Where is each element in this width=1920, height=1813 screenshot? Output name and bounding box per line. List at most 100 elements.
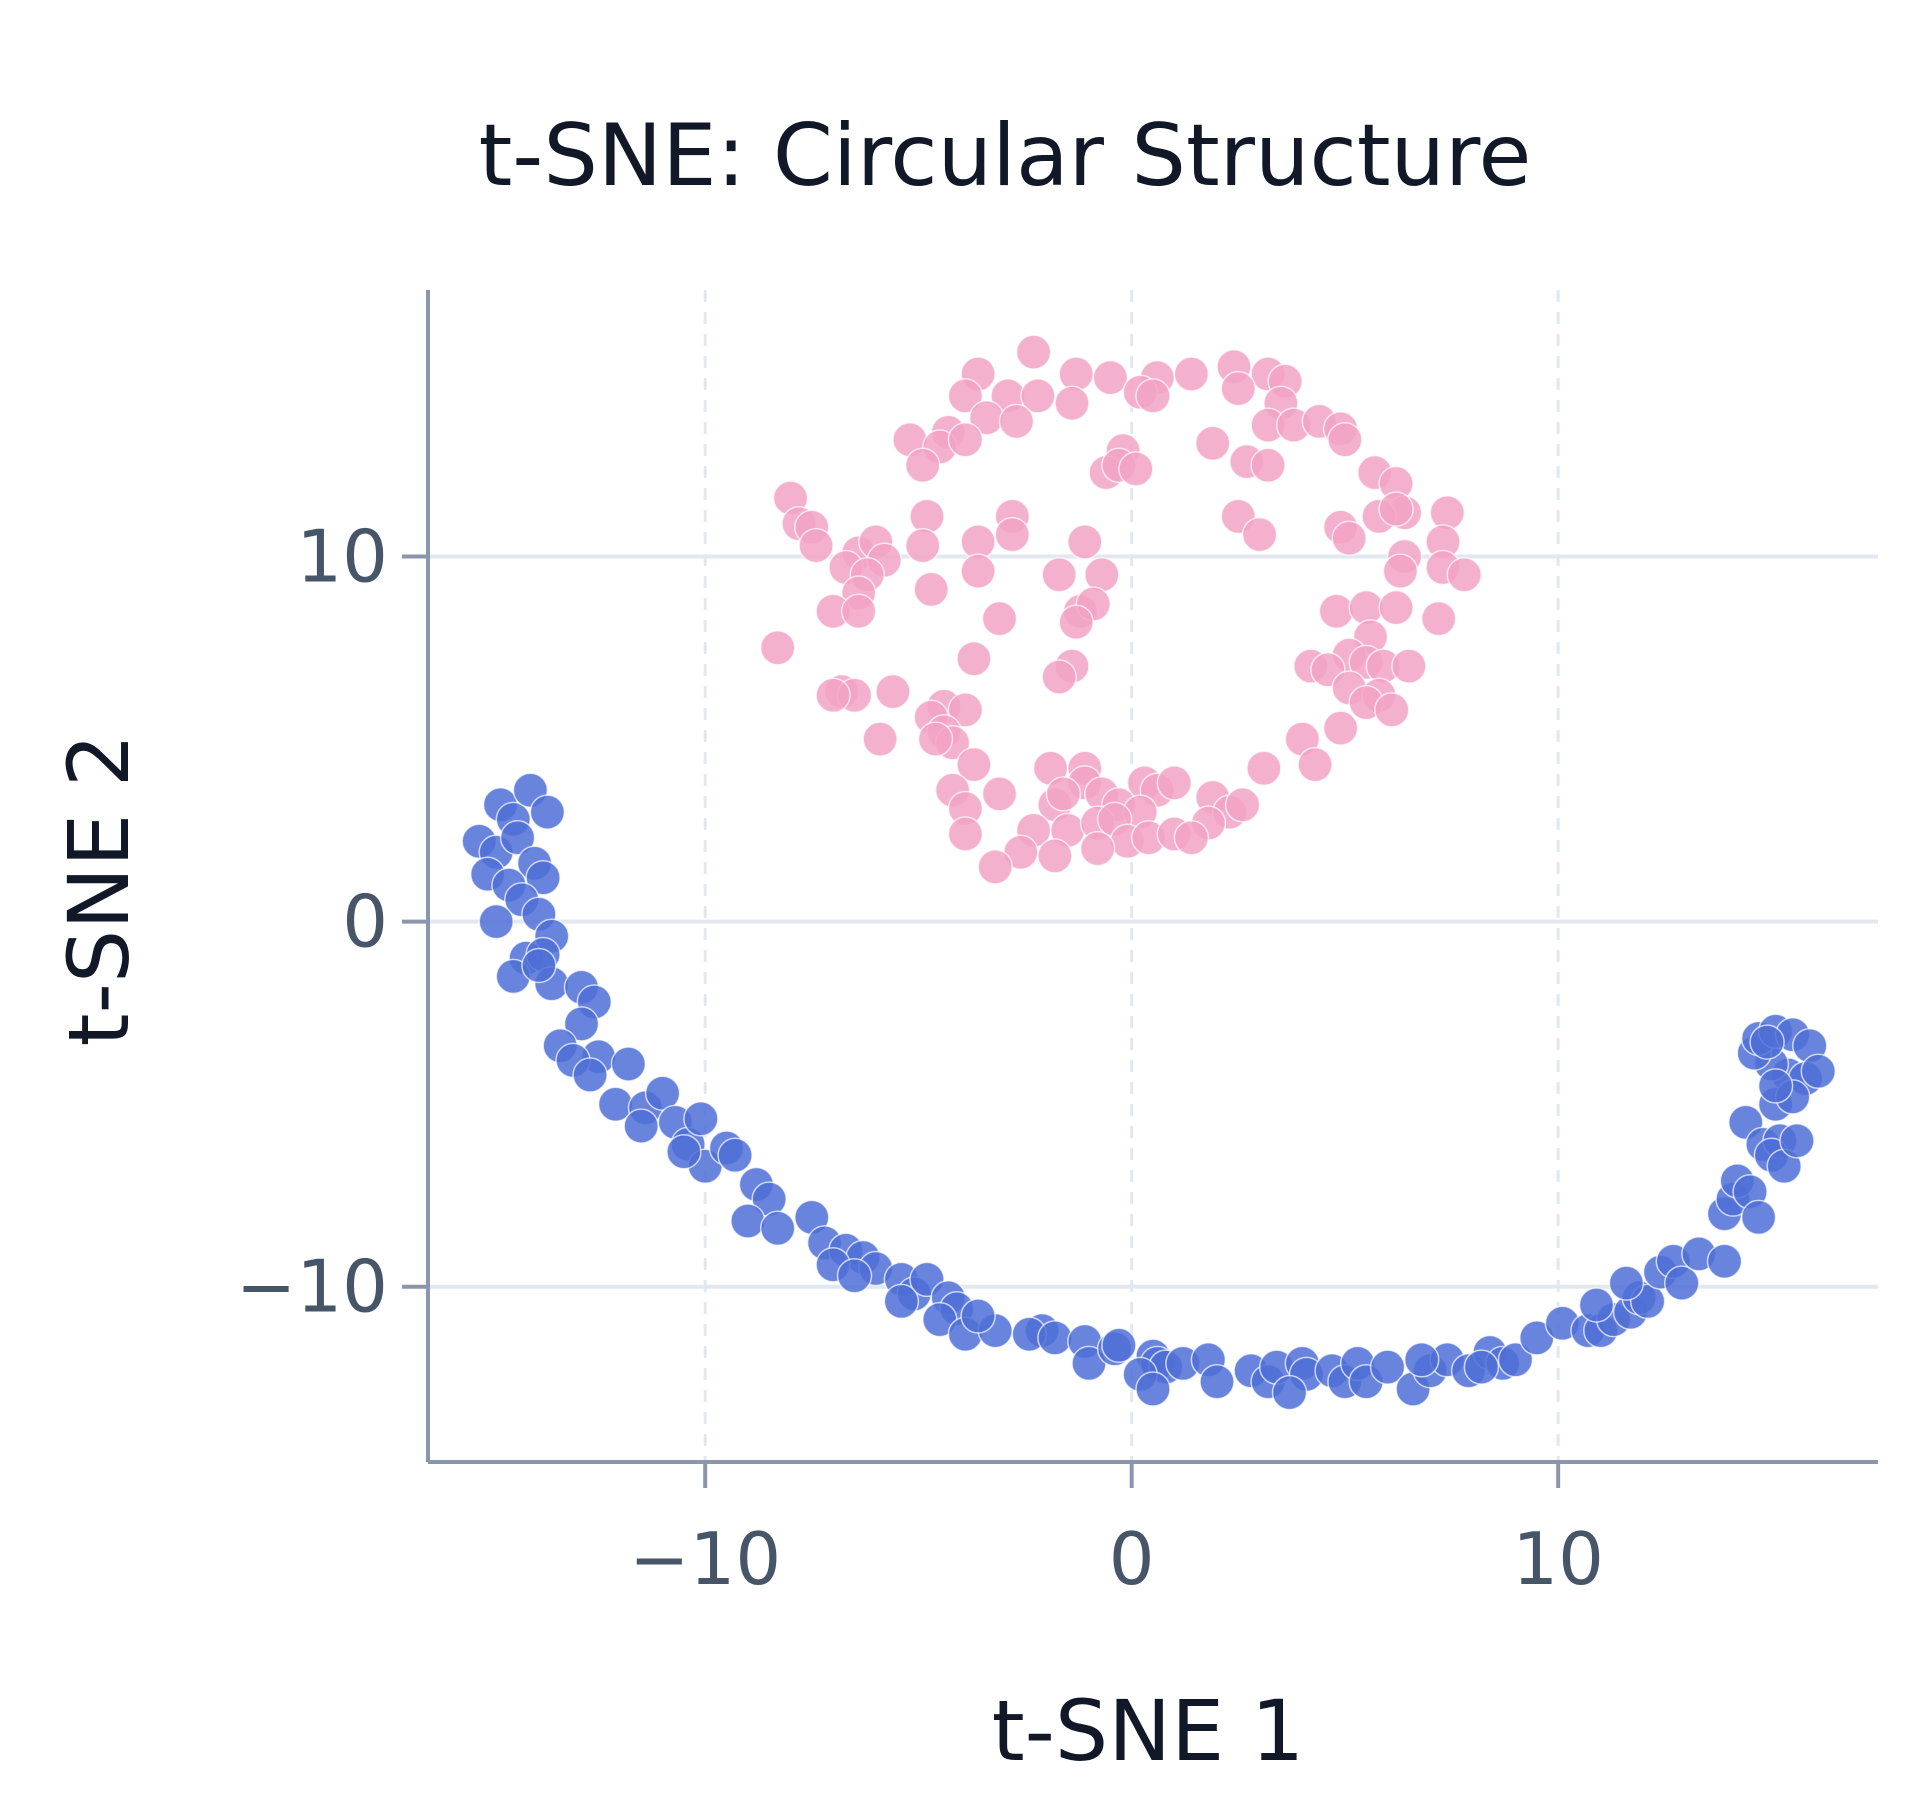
scatter-point-series-2 — [947, 421, 984, 458]
scatter-point-series-2 — [994, 516, 1031, 553]
scatter-point-series-1 — [1463, 1349, 1500, 1385]
scatter-point-series-1 — [1800, 1053, 1837, 1090]
scatter-point-series-2 — [904, 447, 941, 484]
scatter-point-series-2 — [981, 776, 1018, 812]
points-layer — [461, 334, 1837, 1411]
scatter-point-series-1 — [1037, 1320, 1073, 1356]
scatter-point-series-2 — [759, 630, 796, 666]
scatter-point-series-2 — [815, 677, 851, 714]
scatter-point-series-2 — [956, 641, 992, 677]
scatter-point-series-1 — [1369, 1349, 1406, 1385]
x-tick-label: 10 — [1512, 1517, 1604, 1601]
scatter-point-series-2 — [862, 721, 898, 757]
scatter-point-series-1 — [1740, 1199, 1777, 1236]
scatter-point-series-2 — [1041, 557, 1077, 593]
scatter-point-series-1 — [623, 1108, 659, 1144]
scatter-point-series-2 — [1348, 589, 1384, 626]
scatter-point-series-2 — [1041, 659, 1077, 695]
scatter-point-series-2 — [1173, 819, 1210, 856]
scatter-point-series-1 — [1403, 1342, 1440, 1378]
scatter-point-series-2 — [1297, 746, 1333, 783]
x-tick-label: 0 — [1109, 1517, 1155, 1601]
scatter-point-series-2 — [956, 746, 992, 783]
scatter-point-series-1 — [666, 1133, 702, 1170]
scatter-point-series-2 — [1322, 710, 1359, 746]
scatter-point-series-2 — [1067, 524, 1103, 560]
y-tick-label: −10 — [236, 1245, 388, 1329]
scatter-point-series-1 — [1608, 1265, 1645, 1301]
scatter-point-series-2 — [1092, 359, 1129, 396]
scatter-point-series-2 — [913, 571, 949, 608]
y-tick-label: 10 — [296, 515, 388, 599]
scatter-point-series-2 — [998, 403, 1035, 440]
scatter-point-series-1 — [1664, 1265, 1700, 1301]
scatter-point-series-1 — [759, 1210, 796, 1247]
ticks-layer: −10 0 10 −10 0 10 — [236, 515, 1604, 1601]
scatter-point-series-2 — [1118, 451, 1154, 487]
scatter-point-series-1 — [1749, 1024, 1785, 1060]
scatter-point-series-2 — [1194, 425, 1231, 462]
scatter-point-series-2 — [1246, 750, 1282, 787]
scatter-point-series-2 — [1054, 385, 1090, 421]
axes-layer — [426, 290, 1878, 1464]
scatter-point-series-2 — [1037, 838, 1073, 874]
scatter-point-series-2 — [1446, 557, 1483, 593]
scatter-point-series-1 — [1199, 1363, 1235, 1400]
scatter-point-series-2 — [1382, 553, 1419, 589]
scatter-point-series-2 — [981, 600, 1018, 637]
scatter-point-series-2 — [1429, 494, 1466, 531]
scatter-point-series-1 — [683, 1101, 719, 1137]
scatter-point-series-1 — [1779, 1122, 1815, 1159]
scatter-point-series-1 — [717, 1137, 753, 1174]
chart-title: t-SNE: Circular Structure — [479, 106, 1532, 206]
scatter-point-series-2 — [1250, 447, 1286, 484]
scatter-point-series-1 — [730, 1203, 766, 1239]
y-axis-label: t-SNE 2 — [50, 734, 148, 1047]
scatter-point-series-1 — [521, 947, 557, 984]
scatter-point-series-2 — [1318, 593, 1355, 630]
y-tick-label: 0 — [342, 880, 388, 964]
scatter-point-series-2 — [1327, 421, 1363, 458]
scatter-point-series-2 — [1156, 765, 1193, 801]
scatter-point-series-2 — [947, 692, 984, 728]
scatter-point-series-1 — [610, 1046, 647, 1082]
scatter-point-series-1 — [1578, 1287, 1615, 1323]
scatter-point-series-1 — [478, 903, 514, 940]
scatter-point-series-2 — [1015, 334, 1052, 370]
scatter-point-series-1 — [525, 860, 561, 896]
scatter-point-series-2 — [1378, 589, 1414, 626]
scatter-point-series-2 — [947, 378, 984, 414]
scatter-point-series-2 — [1079, 830, 1116, 867]
scatter-point-series-1 — [1271, 1374, 1308, 1411]
scatter-point-series-2 — [1220, 370, 1257, 407]
scatter-point-series-2 — [1374, 692, 1410, 728]
scatter-point-series-2 — [1331, 520, 1367, 557]
scatter-point-series-2 — [1045, 776, 1082, 812]
x-tick-label: −10 — [629, 1517, 781, 1601]
scatter-point-series-1 — [572, 1057, 608, 1093]
scatter-point-series-1 — [529, 794, 566, 830]
scatter-point-series-1 — [499, 819, 536, 856]
scatter-point-series-2 — [917, 721, 954, 757]
scatter-point-series-2 — [1058, 604, 1094, 640]
scatter-point-series-1 — [1497, 1342, 1534, 1378]
scatter-point-series-2 — [1241, 516, 1278, 553]
scatter-point-series-2 — [875, 673, 911, 710]
scatter-point-series-2 — [977, 849, 1013, 885]
scatter-point-series-1 — [563, 1006, 600, 1042]
scatter-point-series-2 — [1058, 356, 1094, 392]
scatter-point-series-2 — [1224, 787, 1261, 823]
scatter-point-series-1 — [1101, 1327, 1137, 1363]
scatter-point-series-2 — [1420, 600, 1457, 637]
scatter-point-series-2 — [909, 498, 945, 535]
scatter-point-series-2 — [1020, 378, 1056, 414]
scatter-point-series-1 — [883, 1283, 920, 1320]
scatter-point-series-1 — [1135, 1371, 1171, 1407]
scatter-point-series-1 — [1757, 1068, 1794, 1104]
scatter-point-series-1 — [960, 1298, 996, 1334]
scatter-point-series-2 — [1135, 378, 1171, 414]
scatter-point-series-2 — [1378, 491, 1414, 527]
scatter-point-series-2 — [947, 816, 984, 852]
scatter-point-series-2 — [960, 553, 996, 589]
